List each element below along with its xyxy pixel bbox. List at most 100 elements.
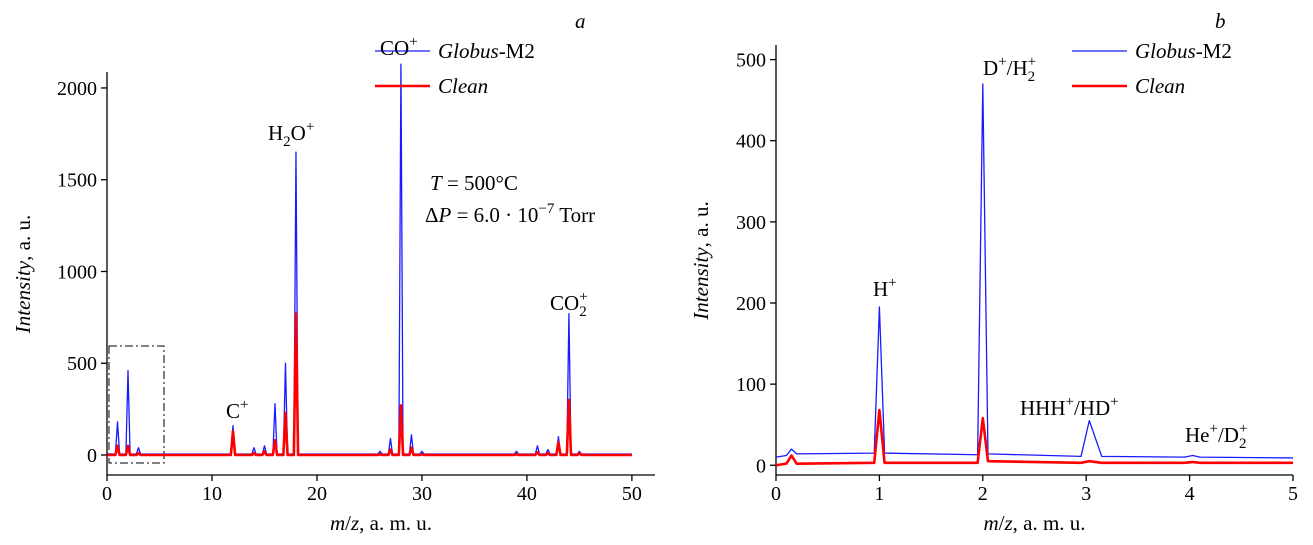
text-part: /HD xyxy=(1074,396,1110,420)
superscript: + xyxy=(1239,421,1247,437)
annotation: D+/H+ 2 xyxy=(983,54,1036,85)
legend-part: Globus xyxy=(1135,39,1196,63)
x-tick-label: 40 xyxy=(517,483,537,505)
x-tick-label: 10 xyxy=(202,483,222,505)
legend-label: Clean xyxy=(438,74,488,98)
spectrum-line xyxy=(775,83,1294,459)
text-part: 2 xyxy=(283,134,291,150)
x-axis-label: m/z, a. m. u. xyxy=(983,511,1085,535)
text-part: T xyxy=(430,171,443,195)
text-part: P xyxy=(438,203,452,227)
text-part: HHH xyxy=(1020,396,1066,420)
text-part: + xyxy=(409,34,417,50)
spectrum-line xyxy=(107,63,632,455)
legend-part: -M2 xyxy=(499,39,535,63)
y-tick-label: 1500 xyxy=(57,170,97,192)
text-part: Intensity xyxy=(11,260,35,334)
text-part: + xyxy=(1210,421,1218,437)
text-part: + xyxy=(1110,394,1118,410)
text-part: −7 xyxy=(538,201,554,217)
x-tick-label: 4 xyxy=(1185,483,1195,505)
text-part: , a. m. u. xyxy=(1013,511,1086,535)
annotation: H2O+ xyxy=(268,119,314,150)
annotation: CO+ xyxy=(380,34,418,60)
legend-part: Clean xyxy=(1135,74,1185,98)
y-tick-label: 500 xyxy=(67,353,97,375)
text-part: C xyxy=(226,399,240,423)
y-axis-label: Intensity, a. u. xyxy=(689,201,713,320)
text-part: / xyxy=(999,511,1005,535)
zoom-box xyxy=(108,345,165,464)
legend-part: Globus xyxy=(438,39,499,63)
text-part: z xyxy=(1003,511,1012,535)
text-part: D xyxy=(983,56,998,80)
subscript: 2 xyxy=(1239,436,1247,452)
x-tick-label: 30 xyxy=(412,483,432,505)
text-part: + xyxy=(1066,394,1074,410)
x-axis-label: m/z, a. m. u. xyxy=(330,511,432,535)
legend-label: Globus-M2 xyxy=(438,39,535,63)
annotation: He+/D+ 2 xyxy=(1185,421,1247,452)
y-tick-label: 1000 xyxy=(57,261,97,283)
text-part: = 500°C xyxy=(442,171,518,195)
text-part: , a. u. xyxy=(11,215,35,261)
text-part: O xyxy=(291,121,306,145)
y-tick-label: 0 xyxy=(756,455,766,477)
x-tick-label: 20 xyxy=(307,483,327,505)
x-tick-label: 3 xyxy=(1081,483,1091,505)
x-tick-label: 0 xyxy=(102,483,112,505)
panel-title: a xyxy=(575,9,586,33)
x-tick-label: 5 xyxy=(1288,483,1298,505)
text-part: z xyxy=(350,511,359,535)
x-tick-label: 50 xyxy=(622,483,642,505)
subscript: 2 xyxy=(579,304,587,320)
legend-label: Clean xyxy=(1135,74,1185,98)
annotation: C+ xyxy=(226,397,248,423)
x-tick-label: 0 xyxy=(771,483,781,505)
x-tick-label: 1 xyxy=(874,483,884,505)
text-part: /D xyxy=(1218,423,1239,447)
text-part: + xyxy=(306,119,314,135)
text-part: He xyxy=(1185,423,1210,447)
text-part: Torr xyxy=(554,203,595,227)
spectrum-line xyxy=(775,408,1293,467)
annotation: T = 500°C xyxy=(430,171,518,195)
y-tick-label: 0 xyxy=(87,445,97,467)
text-part: , a. m. u. xyxy=(359,511,432,535)
y-tick-label: 400 xyxy=(736,131,766,153)
text-part: / xyxy=(345,511,351,535)
text-part: /H xyxy=(1007,56,1028,80)
spectrum-line xyxy=(107,312,632,457)
text-part: + xyxy=(240,397,248,413)
text-part: + xyxy=(998,54,1006,70)
annotation: HHH+/HD+ xyxy=(1020,394,1119,420)
y-tick-label: 300 xyxy=(736,212,766,234)
text-part: CO xyxy=(550,291,579,315)
y-tick-label: 200 xyxy=(736,293,766,315)
superscript: + xyxy=(1028,54,1036,70)
text-part: Δ xyxy=(425,203,439,227)
subscript: 2 xyxy=(1028,69,1036,85)
y-tick-label: 2000 xyxy=(57,78,97,100)
text-part: m xyxy=(983,511,998,535)
text-part: m xyxy=(330,511,345,535)
annotation: CO+ 2 xyxy=(550,289,588,320)
y-axis-label: Intensity, a. u. xyxy=(11,215,35,334)
legend-part: -M2 xyxy=(1196,39,1232,63)
text-part: + xyxy=(888,275,896,291)
annotation: ΔP = 6.0 · 10−7 Torr xyxy=(425,201,595,227)
panel-title: b xyxy=(1215,9,1226,33)
legend-label: Globus-M2 xyxy=(1135,39,1232,63)
text-part: = 6.0 · 10 xyxy=(451,203,538,227)
text-part: , a. u. xyxy=(689,201,713,247)
text-part: CO xyxy=(380,36,409,60)
text-part: H xyxy=(873,277,888,301)
annotation: H+ xyxy=(873,275,897,301)
legend-part: Clean xyxy=(438,74,488,98)
x-tick-label: 2 xyxy=(978,483,988,505)
y-tick-label: 500 xyxy=(736,50,766,72)
y-tick-label: 100 xyxy=(736,374,766,396)
superscript: + xyxy=(579,289,587,305)
text-part: H xyxy=(268,121,283,145)
